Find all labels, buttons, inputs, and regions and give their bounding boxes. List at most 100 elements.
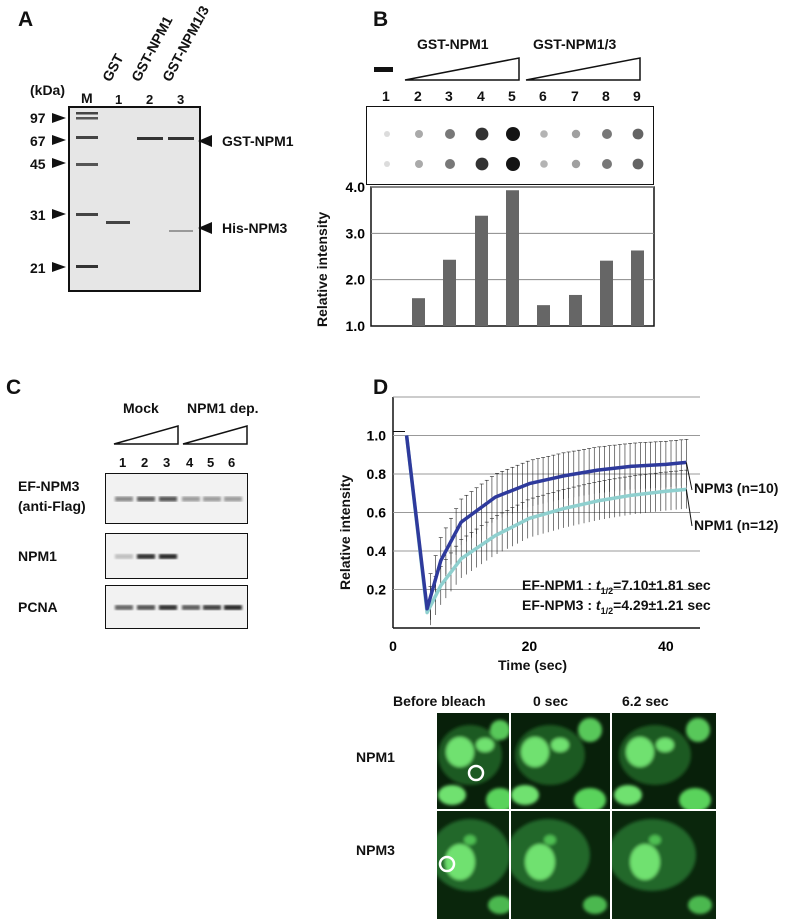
bar-9 [631,250,644,326]
dot-lane-num: 5 [508,88,516,104]
lane-num-1: 1 [115,92,123,107]
western-row-label: NPM1 [18,548,57,564]
group-label-npm1-dep: NPM1 dep. [187,400,259,416]
bar-7 [569,294,582,326]
frap-ytick: 0.2 [367,582,387,598]
legend-npm1: NPM1 (n=12) [694,517,779,533]
dot [506,127,520,141]
dot-lane-num: 8 [602,88,610,104]
western-lane-num: 6 [228,455,236,470]
frap-xtick: 20 [522,638,538,654]
western-band [137,605,155,610]
western-band [224,496,242,502]
legend-npm3: NPM3 (n=10) [694,480,779,496]
dot [415,160,423,168]
wedge-npm13 [525,57,641,81]
frap-ytick: 0.4 [367,543,387,559]
dot-blot [366,106,654,185]
western-row-label: EF-NPM3 [18,478,80,494]
western-lane-num: 3 [163,455,171,470]
western-row-sublabel: (anti-Flag) [18,498,86,514]
dot-lane-num: 1 [382,88,390,104]
panel-label-b: B [373,8,389,31]
bar-3 [443,259,456,326]
western-band [203,605,221,610]
western-band [182,496,200,502]
row-npm1: NPM1 [356,749,395,765]
panel-label-d: D [373,376,389,399]
frap-ytick: 0.8 [367,466,387,482]
dot [571,159,581,169]
dot [540,130,548,138]
western-band [159,605,177,610]
western-row-2 [105,585,248,629]
western-band [137,554,155,559]
bar-4 [475,215,488,326]
bar-ytick: 4.0 [346,179,366,195]
lane-num-2: 2 [146,92,154,107]
dot-blot-dots [384,127,644,171]
dot [632,158,644,170]
western-lane-num: 4 [186,455,194,470]
dot-lane-num: 4 [477,88,485,104]
dot [445,159,455,169]
control-bar [374,67,393,72]
frap-ytick: 0.6 [367,505,387,521]
row-npm3: NPM3 [356,842,395,858]
group-label-mock: Mock [123,400,159,416]
col-before-bleach: Before bleach [393,693,486,709]
frap-ytick: 1.0 [367,428,387,444]
frap-xtick: 0 [389,638,397,654]
western-bands [115,605,242,610]
frap-series-line [404,435,687,611]
legend-pointer-npm3 [685,462,693,491]
frap-series-line [404,435,687,615]
dot [506,157,520,171]
lane-m-label: M [81,90,93,106]
western-band [115,554,133,559]
bleach-circle-npm1 [467,764,485,782]
western-band [159,496,177,502]
frap-xtick: 40 [658,638,674,654]
band-label-gst-npm1: GST-NPM1 [222,133,294,149]
western-band [115,605,133,610]
dot [602,159,612,169]
bar-ytick: 1.0 [346,318,366,334]
panel-label-c: C [6,376,22,399]
marker-97: 97 [30,110,46,126]
western-band [115,496,133,502]
western-bands [115,554,177,559]
half-life-npm1: EF-NPM1 : t1/2=7.10±1.81 sec [522,577,711,596]
dot [602,129,612,139]
bar-5 [506,190,519,326]
bar-ytick: 2.0 [346,272,366,288]
panel-label-a: A [18,8,34,31]
bar-6 [537,305,550,326]
lane-num-3: 3 [177,92,185,107]
group-label-gst-npm1: GST-NPM1 [417,36,489,52]
marker-45: 45 [30,156,46,172]
dot [415,130,423,138]
western-row-label: PCNA [18,599,58,615]
sds-page-gel [68,106,201,292]
marker-31: 31 [30,207,46,223]
western-band [137,496,155,502]
gel-bands [76,112,194,268]
western-lane-num: 1 [119,455,127,470]
western-band [203,496,221,502]
bar-ytick: 3.0 [346,225,366,241]
dot-lane-num: 6 [539,88,547,104]
dot [445,129,455,139]
dot [475,127,489,141]
dot [632,128,644,140]
marker-21: 21 [30,260,46,276]
wedge-npm1 [404,57,520,81]
dot [384,161,390,167]
dot [571,129,581,139]
dot-lane-num: 3 [445,88,453,104]
western-row-1 [105,533,248,579]
